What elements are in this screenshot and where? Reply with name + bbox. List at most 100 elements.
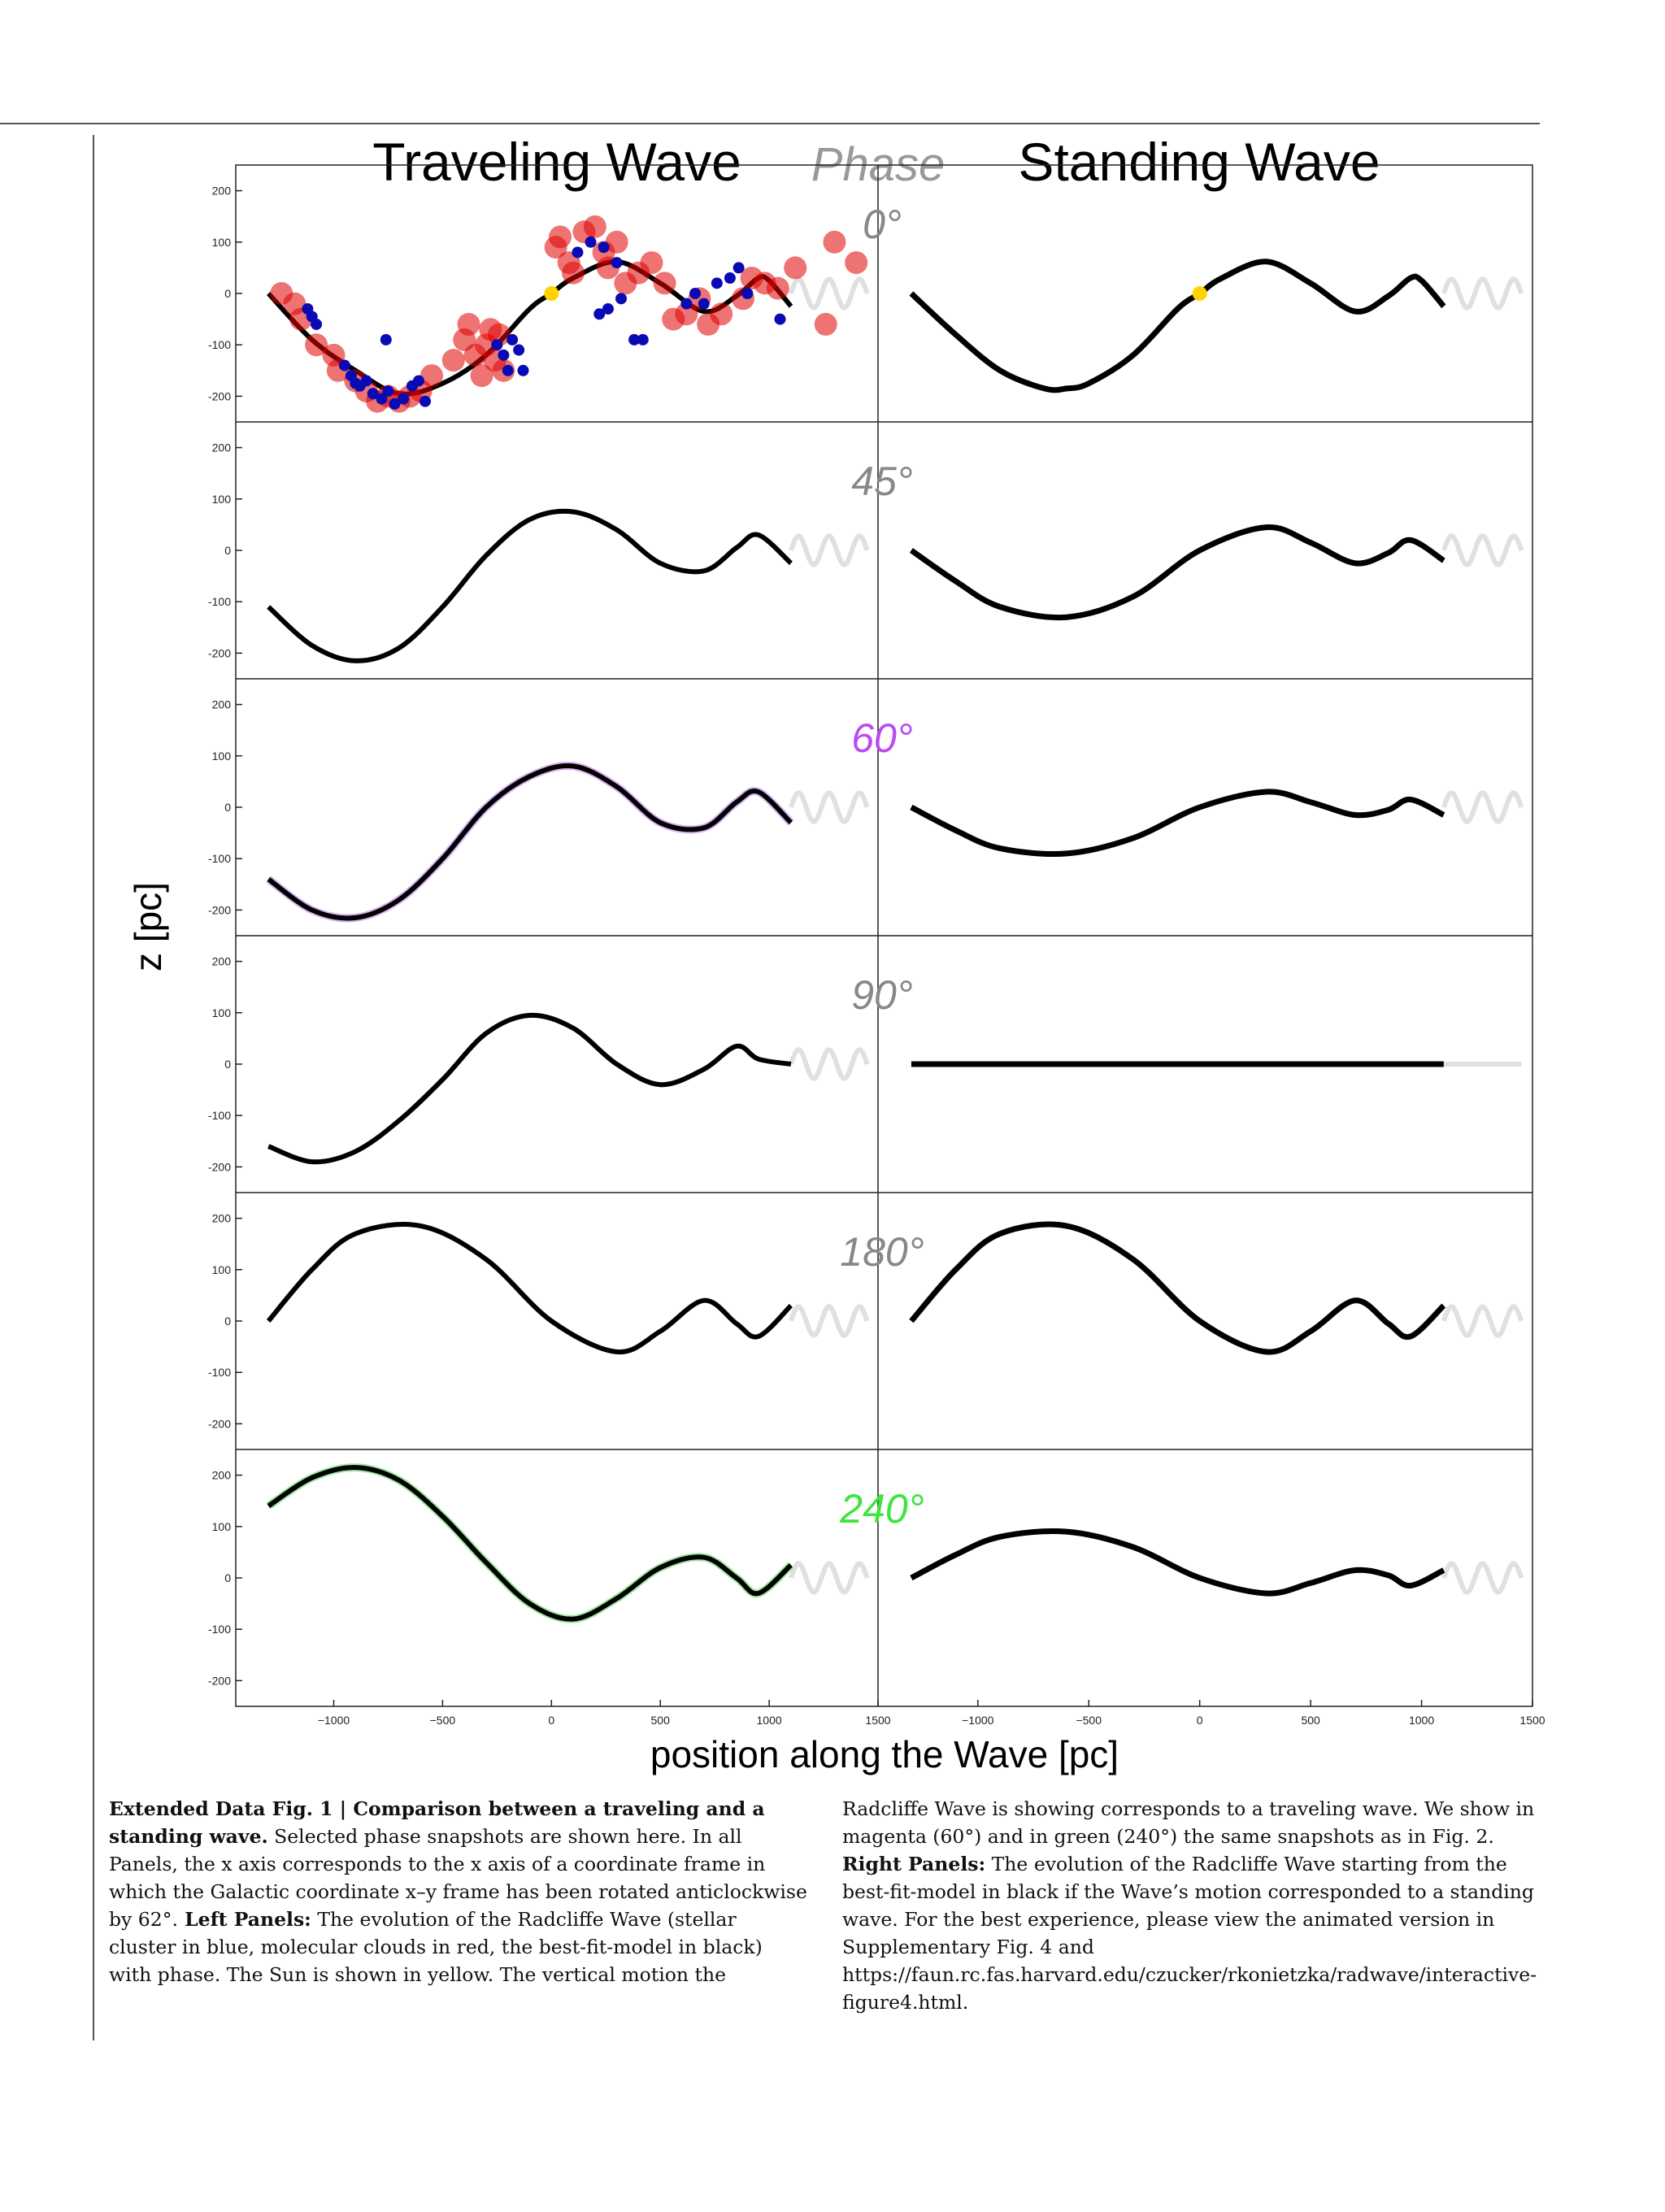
x-tick-label: 500 [651,1714,671,1727]
y-tick-label: 100 [212,493,232,506]
x-tick-label: 1500 [865,1714,890,1727]
y-tick-label: 100 [212,1263,232,1276]
page-left-rule [93,135,94,2040]
caption-left-rest: The evolution of the Radcliffe Wave (ste… [109,1908,763,1986]
model-curve [267,763,793,921]
stellar-cluster-point [513,344,525,356]
y-tick-label: 200 [212,185,232,198]
caption-left-text: Selected phase snapshots are shown here.… [109,1825,807,1931]
model-halo-magenta [266,762,794,923]
page-top-rule [0,123,1540,124]
molecular-cloud-point [457,312,480,336]
stellar-cluster-point [498,349,510,361]
molecular-cloud-point [441,349,465,372]
stellar-cluster-point [360,375,372,387]
molecular-cloud-point [675,302,698,326]
title-traveling: Traveling Wave [372,132,741,192]
stellar-cluster-point [506,333,519,345]
model-curve [910,1528,1445,1597]
model-extension-line [789,1304,870,1338]
model-extension-line [789,1047,870,1081]
stellar-cluster-point [698,298,710,310]
stellar-cluster-point [689,288,702,299]
x-tick-label: −1000 [962,1714,994,1727]
model-extension-line [1441,1304,1524,1338]
y-tick-label: 100 [212,750,232,763]
molecular-cloud-point [766,276,789,300]
caption-right-column: Radcliffe Wave is showing corresponds to… [842,1795,1541,2016]
stellar-cluster-point [380,333,392,345]
stellar-cluster-point [615,293,627,305]
stellar-cluster-point [491,339,503,351]
x-tick-label: 0 [548,1714,554,1727]
stellar-cluster-point [711,277,723,289]
model-halo-green [266,1463,794,1623]
stellar-cluster-point [724,272,736,285]
molecular-cloud-point [549,225,572,249]
stellar-cluster-point [741,288,754,299]
y-axis-label: z [pc] [127,882,169,971]
sun-marker [1192,286,1207,301]
phase-label: 60° [851,715,913,761]
y-tick-label: 200 [212,1212,232,1225]
molecular-cloud-point [640,251,663,275]
model-curve [266,1222,793,1354]
stellar-cluster-point [598,241,610,254]
x-tick-label: 500 [1301,1714,1320,1727]
phase-label: 180° [840,1229,924,1275]
caption-left-panels-label: Left Panels: [177,1908,311,1931]
y-tick-label: -100 [208,1623,231,1636]
stellar-cluster-point [338,359,350,372]
stellar-cluster-point [311,318,323,330]
x-tick-label: 1000 [757,1714,782,1727]
molecular-cloud-point [653,272,676,295]
model-extension-line [1441,790,1524,824]
y-tick-label: 0 [224,287,231,300]
molecular-cloud-point [562,261,585,285]
x-tick-label: −1000 [318,1714,350,1727]
stellar-cluster-point [593,308,606,320]
molecular-cloud-point [845,251,868,275]
stellar-cluster-point [412,375,424,387]
stellar-cluster-point [376,393,388,405]
model-curve [910,789,1445,858]
molecular-cloud-point [823,230,846,254]
stellar-cluster-point [611,257,623,269]
y-tick-label: -100 [208,852,231,865]
y-tick-label: 100 [212,1520,232,1533]
stellar-cluster-point [774,313,786,325]
y-tick-label: -100 [208,1366,231,1379]
caption-left-column: Extended Data Fig. 1 | Comparison betwee… [109,1795,808,1988]
y-tick-label: -200 [208,1417,231,1430]
y-tick-label: 100 [212,236,232,249]
model-curve [909,524,1445,621]
stellar-cluster-point [602,302,614,315]
molecular-cloud-point [583,215,606,238]
stellar-cluster-point [502,364,514,376]
phase-label: 240° [839,1486,924,1532]
y-tick-label: -100 [208,338,231,351]
model-extension-line [1441,276,1524,311]
title-standing: Standing Wave [1018,132,1380,192]
stellar-cluster-point [637,333,649,345]
stellar-cluster-point [382,385,394,398]
y-tick-label: -200 [208,646,231,659]
model-curve [267,508,793,663]
model-extension-line [1441,533,1524,567]
y-tick-label: 0 [224,1571,231,1584]
stellar-cluster-point [733,262,745,274]
stellar-cluster-point [628,333,641,345]
wave-figure: Traveling Wave Phase Standing Wave z [pc… [127,132,1545,1775]
x-tick-label: −500 [1076,1714,1102,1727]
phase-label: 45° [851,458,913,504]
x-tick-label: −500 [430,1714,456,1727]
molecular-cloud-point [420,364,444,388]
stellar-cluster-point [517,364,529,376]
caption-right-rest: The evolution of the Radcliffe Wave star… [842,1853,1537,2014]
y-tick-label: -200 [208,903,231,916]
model-curve [267,1012,792,1165]
stellar-cluster-point [419,395,431,407]
stellar-cluster-point [367,388,379,400]
molecular-cloud-point [605,230,628,254]
panel-grid: 2001000-100-2002001000-100-2002001000-10… [208,164,1545,1727]
